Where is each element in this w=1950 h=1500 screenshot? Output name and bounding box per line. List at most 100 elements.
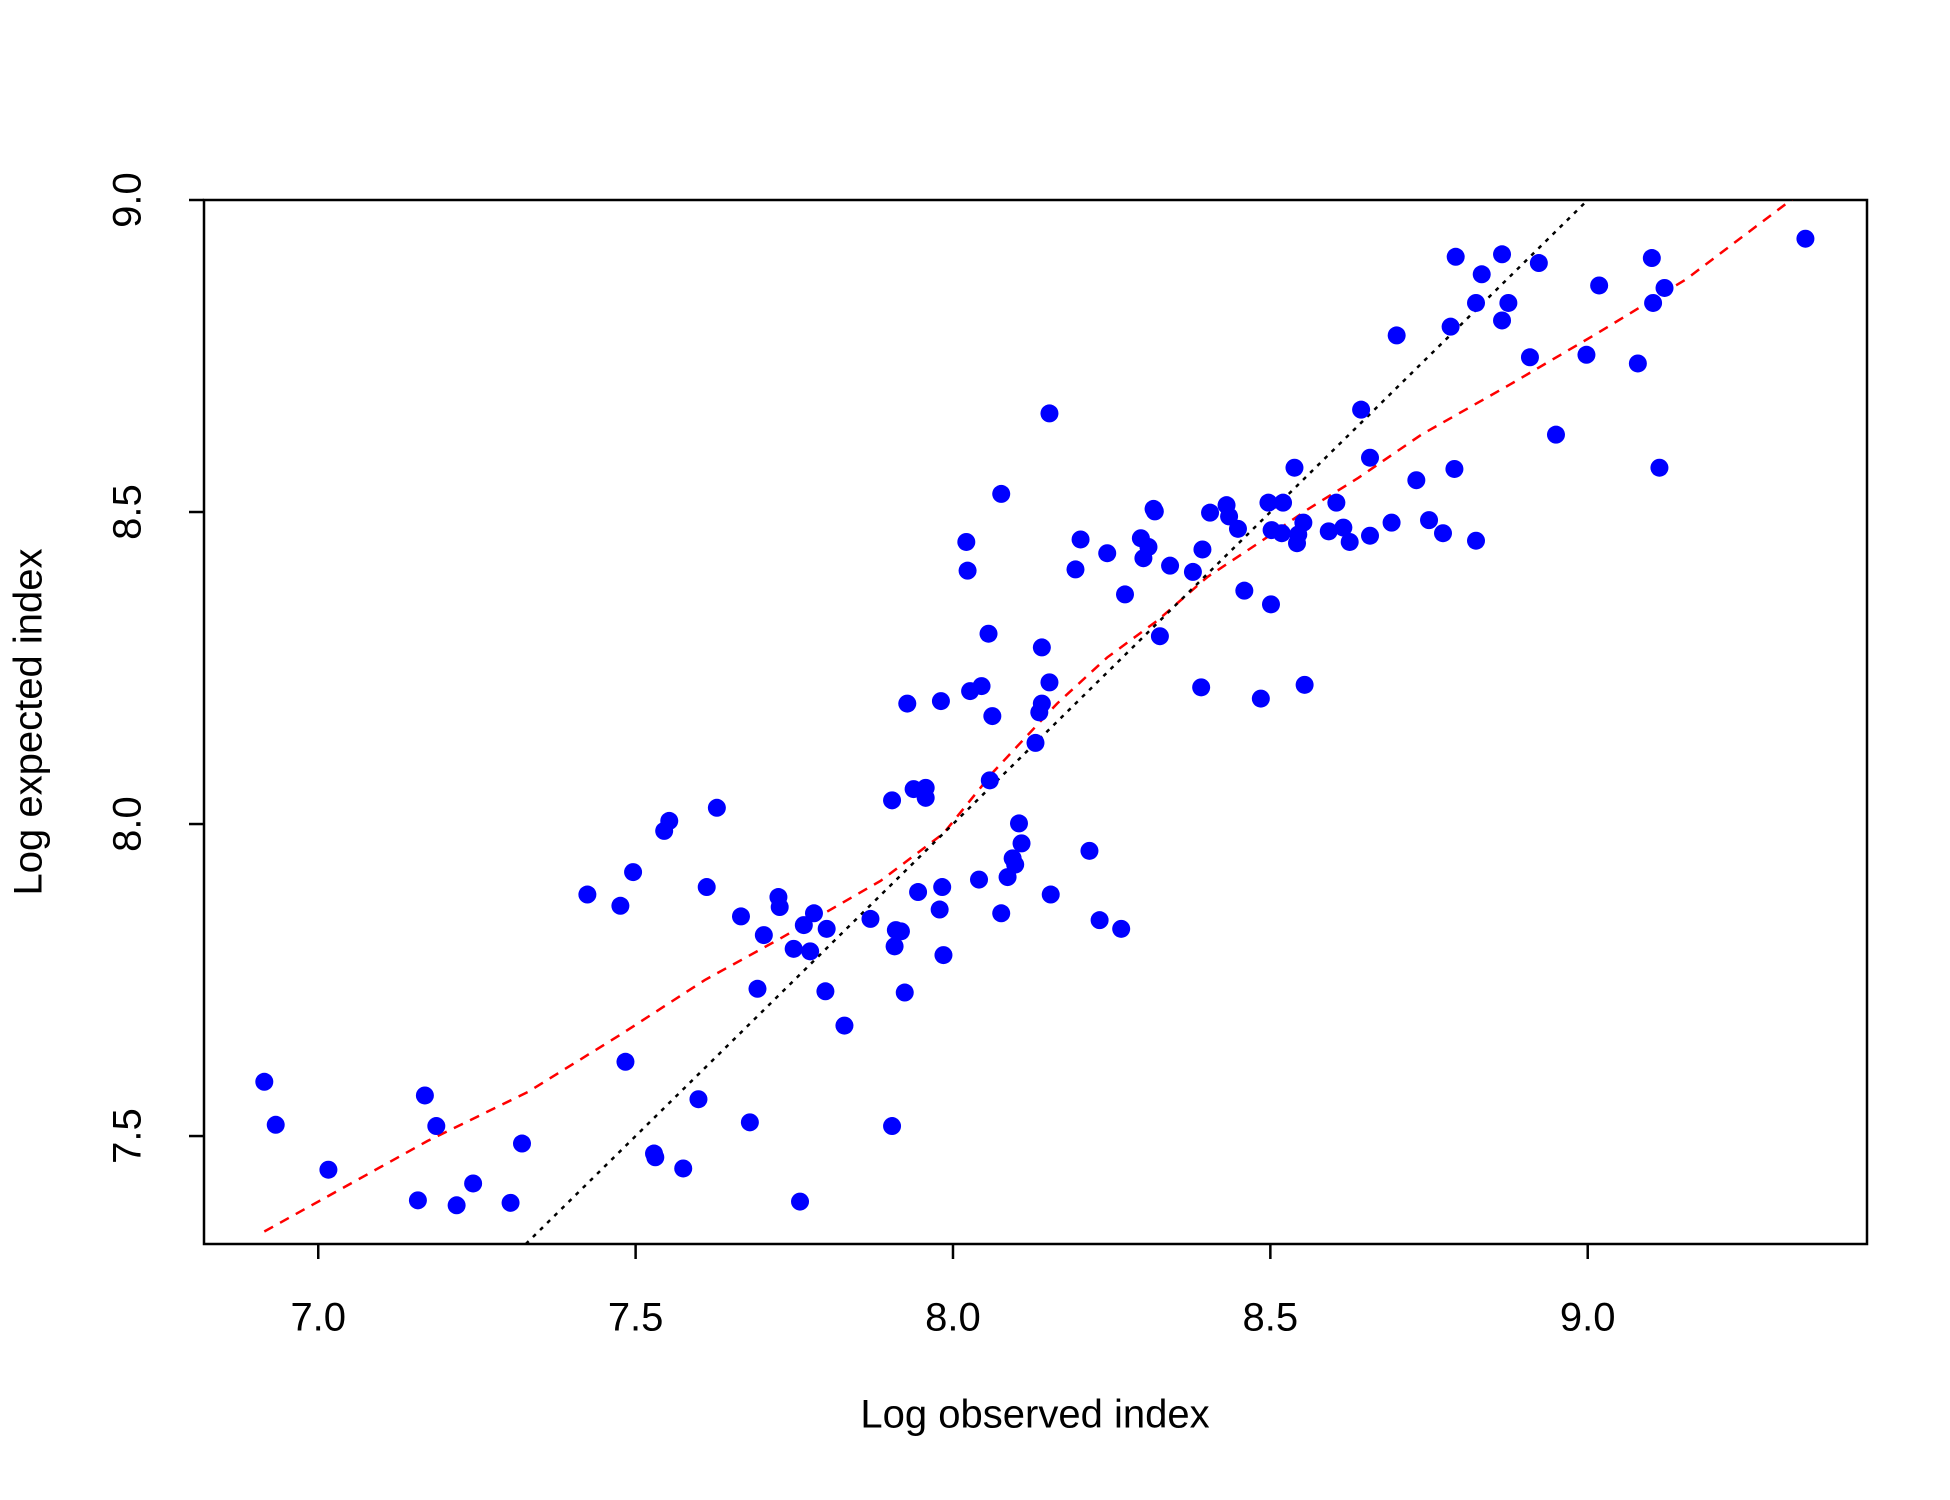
point (1472, 265, 1491, 284)
point (408, 1191, 427, 1210)
point (784, 939, 803, 958)
point (883, 1117, 902, 1136)
point (1066, 560, 1085, 579)
fit-line (263, 200, 1794, 1233)
point (707, 798, 726, 817)
point (891, 922, 910, 941)
point (1251, 689, 1270, 708)
point (1115, 585, 1134, 604)
point (415, 1086, 434, 1105)
point (1139, 537, 1158, 556)
point (501, 1193, 520, 1212)
point (1090, 911, 1109, 930)
point (1319, 522, 1338, 541)
y-tick-label: 8.0 (106, 796, 150, 852)
point (611, 896, 630, 915)
point (992, 904, 1011, 923)
point (1261, 595, 1280, 614)
point (748, 979, 767, 998)
point (1529, 254, 1548, 273)
point (909, 883, 928, 902)
point (1467, 293, 1486, 312)
point (1026, 733, 1045, 752)
point (674, 1159, 693, 1178)
fit-line (524, 200, 1589, 1244)
point (1040, 673, 1059, 692)
point (1032, 638, 1051, 657)
point (817, 919, 836, 938)
point (646, 1148, 665, 1167)
point (895, 983, 914, 1002)
point (1407, 471, 1426, 490)
point (1628, 354, 1647, 373)
point (1006, 855, 1025, 874)
point (1445, 459, 1464, 478)
point (801, 942, 820, 961)
plot-area (263, 200, 1794, 1244)
point (1150, 627, 1169, 646)
point (266, 1115, 285, 1134)
point (791, 1192, 810, 1211)
point (427, 1117, 446, 1136)
point (1361, 448, 1380, 467)
point (883, 791, 902, 810)
point (697, 878, 716, 897)
point (1145, 502, 1164, 521)
point (1112, 919, 1131, 938)
x-tick-label: 8.0 (925, 1296, 981, 1340)
point (1272, 524, 1291, 543)
point (1161, 556, 1180, 575)
point (1642, 249, 1661, 268)
point (513, 1134, 532, 1153)
point (1499, 293, 1518, 312)
point (1009, 814, 1028, 833)
point (957, 532, 976, 551)
point (970, 870, 989, 889)
point (916, 778, 935, 797)
x-tick-label: 8.5 (1243, 1296, 1299, 1340)
point (1493, 311, 1512, 330)
point (1012, 834, 1031, 853)
point (1285, 458, 1304, 477)
point (1446, 247, 1465, 266)
point (1520, 348, 1539, 367)
point (1032, 694, 1051, 713)
point (1493, 245, 1512, 264)
point (770, 898, 789, 917)
point (1098, 544, 1117, 563)
point (1650, 458, 1669, 477)
point (1041, 885, 1060, 904)
point (934, 946, 953, 965)
point (980, 771, 999, 790)
point (1080, 841, 1099, 860)
point (731, 907, 750, 926)
point (931, 692, 950, 711)
point (1193, 540, 1212, 559)
point (933, 878, 952, 897)
point (983, 707, 1002, 726)
point (447, 1196, 466, 1215)
point (930, 900, 949, 919)
point (1192, 678, 1211, 697)
point (835, 1016, 854, 1035)
point (319, 1160, 338, 1179)
point (958, 561, 977, 580)
point (1644, 293, 1663, 312)
plot-frame (202, 198, 1869, 1246)
point (1228, 519, 1247, 538)
point (1796, 229, 1815, 248)
x-axis-label: Log observed index (860, 1393, 1209, 1437)
point (1382, 513, 1401, 532)
point (255, 1072, 274, 1091)
point (1295, 675, 1314, 694)
point (1327, 493, 1346, 512)
point (861, 909, 880, 928)
point (898, 694, 917, 713)
point (624, 863, 643, 882)
point (1352, 400, 1371, 419)
point (885, 937, 904, 956)
point (1655, 278, 1674, 297)
point (1361, 526, 1380, 545)
point (1590, 276, 1609, 295)
